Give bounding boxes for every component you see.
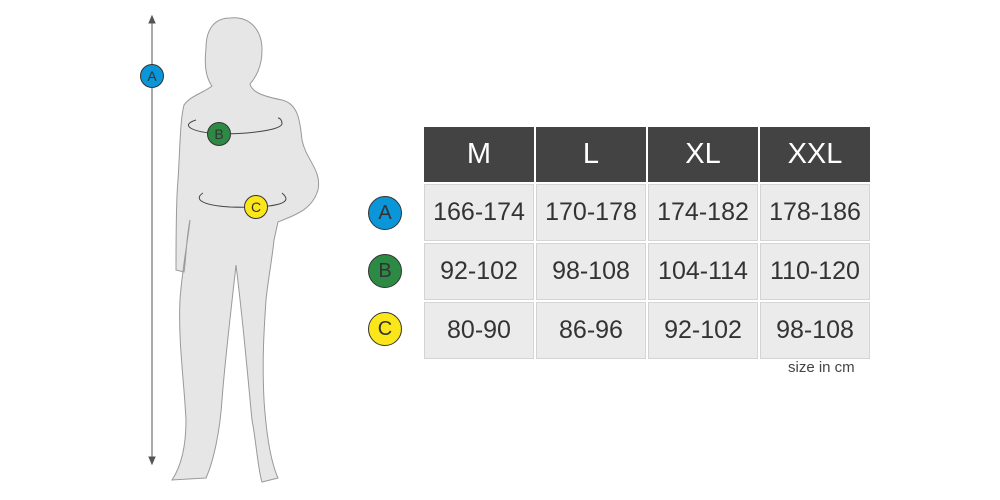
cell: 174-182 xyxy=(648,184,758,241)
unit-note: size in cm xyxy=(788,359,855,376)
cell: 170-178 xyxy=(536,184,646,241)
row-label-c: C xyxy=(368,312,402,346)
cell: 92-102 xyxy=(424,243,534,300)
body-figure xyxy=(148,14,320,483)
table-row-b: 92-102 98-108 104-114 110-120 xyxy=(424,243,870,300)
table-row-c: 80-90 86-96 92-102 98-108 xyxy=(424,302,870,359)
cell: 86-96 xyxy=(536,302,646,359)
row-label-a: A xyxy=(368,196,402,230)
size-header-row: M L XL XXL xyxy=(424,127,870,182)
height-arrow xyxy=(148,14,156,466)
size-header: XL xyxy=(648,127,758,182)
cell: 104-114 xyxy=(648,243,758,300)
cell: 98-108 xyxy=(536,243,646,300)
cell: 92-102 xyxy=(648,302,758,359)
size-header: L xyxy=(536,127,646,182)
size-table: M L XL XXL 166-174 170-178 174-182 178-1… xyxy=(422,125,872,361)
waist-line xyxy=(198,192,287,208)
size-header: M xyxy=(424,127,534,182)
cell: 110-120 xyxy=(760,243,870,300)
row-label-b: B xyxy=(368,254,402,288)
cell: 166-174 xyxy=(424,184,534,241)
waist-marker-c: C xyxy=(244,195,268,219)
body-silhouette xyxy=(171,17,320,483)
cell: 80-90 xyxy=(424,302,534,359)
cell: 98-108 xyxy=(760,302,870,359)
height-marker-a: A xyxy=(140,64,164,88)
size-header: XXL xyxy=(760,127,870,182)
cell: 178-186 xyxy=(760,184,870,241)
chest-line xyxy=(188,117,283,135)
chest-marker-b: B xyxy=(207,122,231,146)
table-row-a: 166-174 170-178 174-182 178-186 xyxy=(424,184,870,241)
